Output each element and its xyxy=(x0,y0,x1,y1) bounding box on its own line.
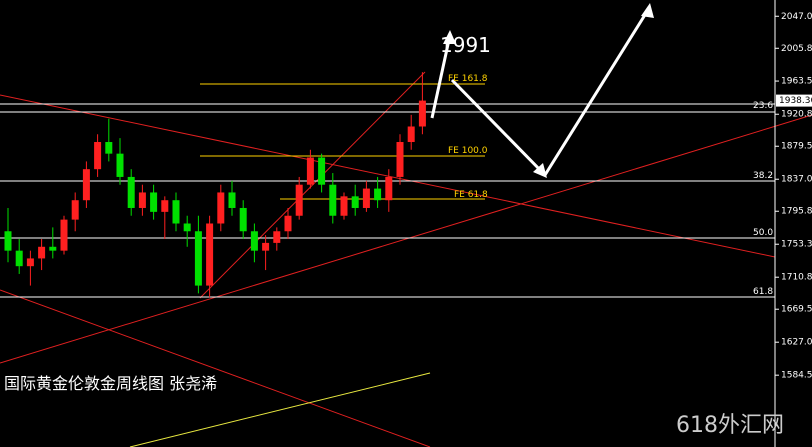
candle-body xyxy=(138,192,146,208)
candle-body xyxy=(284,215,292,232)
candle-body xyxy=(362,188,370,208)
trend-line xyxy=(0,289,431,447)
arrow-head xyxy=(443,30,456,44)
candle-body xyxy=(26,258,34,267)
candle-body xyxy=(306,157,314,185)
candle-body xyxy=(194,231,202,286)
arrow-head xyxy=(641,3,654,18)
y-tick-label: 1627.05 xyxy=(781,338,812,348)
chart-title: 国际黄金伦敦金周线图 张尧浠 xyxy=(4,374,217,393)
fe-label: FE 61.8 xyxy=(454,190,488,200)
candle-body xyxy=(318,157,326,185)
candle-body xyxy=(396,142,404,177)
candle-body xyxy=(418,100,426,127)
candle-body xyxy=(172,200,180,224)
last-price-box xyxy=(776,94,812,107)
candle-body xyxy=(4,231,12,251)
candle-body xyxy=(206,223,214,286)
y-tick-label: 1963.55 xyxy=(781,77,812,87)
y-tick-label: 1584.55 xyxy=(781,371,812,381)
arrow xyxy=(430,34,452,119)
fe-label: FE 100.0 xyxy=(448,146,488,156)
y-tick-label: 1669.55 xyxy=(781,305,812,315)
candle-body xyxy=(71,200,79,220)
arrow-head xyxy=(533,163,547,178)
candle-body xyxy=(38,246,46,259)
y-tick-label: 1753.30 xyxy=(781,240,812,250)
candle-body xyxy=(239,207,247,232)
candle-body xyxy=(273,231,281,243)
y-tick-label: 1795.80 xyxy=(781,207,812,217)
fe-label: FE 161.8 xyxy=(448,74,488,84)
candle-body xyxy=(340,196,348,216)
trend-line xyxy=(0,114,812,364)
y-tick-label: 1879.55 xyxy=(781,142,812,152)
candle-body xyxy=(49,246,57,251)
trend-line xyxy=(0,94,776,258)
watermark: 618外汇网 xyxy=(676,413,784,438)
y-tick-label: 1710.80 xyxy=(781,273,812,283)
candle-body xyxy=(374,188,382,201)
candle-body xyxy=(60,219,68,251)
candle-body xyxy=(262,242,270,251)
candle-body xyxy=(407,126,415,143)
y-tick-label: 2005.80 xyxy=(781,44,812,54)
fe-line xyxy=(199,71,426,299)
candle-body xyxy=(295,184,303,216)
candle-body xyxy=(150,192,158,212)
y-tick-label: 2047.05 xyxy=(781,12,812,22)
candle-body xyxy=(116,153,124,177)
last-price-label: 1938.36 xyxy=(779,96,812,106)
candle-body xyxy=(183,223,191,232)
candle-body xyxy=(385,176,393,201)
candle-body xyxy=(228,192,236,208)
candle-body xyxy=(82,169,90,201)
trend-line xyxy=(129,372,431,447)
candle-body xyxy=(217,192,225,224)
candle-body xyxy=(329,184,337,216)
candle-body xyxy=(351,196,359,208)
y-tick-label: 1920.8 xyxy=(781,110,812,120)
candle-body xyxy=(94,142,102,170)
fib-label: 23.6 xyxy=(753,101,773,111)
candle-body xyxy=(105,142,113,154)
candle-body xyxy=(127,176,135,208)
fib-label: 38.2 xyxy=(753,171,773,181)
candle-body xyxy=(161,200,169,212)
y-tick-label: 1837.05 xyxy=(781,175,812,185)
annotation: 1991 xyxy=(440,33,491,57)
candle-body xyxy=(15,250,23,267)
candle-body xyxy=(250,231,258,251)
fib-label: 50.0 xyxy=(753,228,773,238)
fib-label: 61.8 xyxy=(753,287,773,297)
